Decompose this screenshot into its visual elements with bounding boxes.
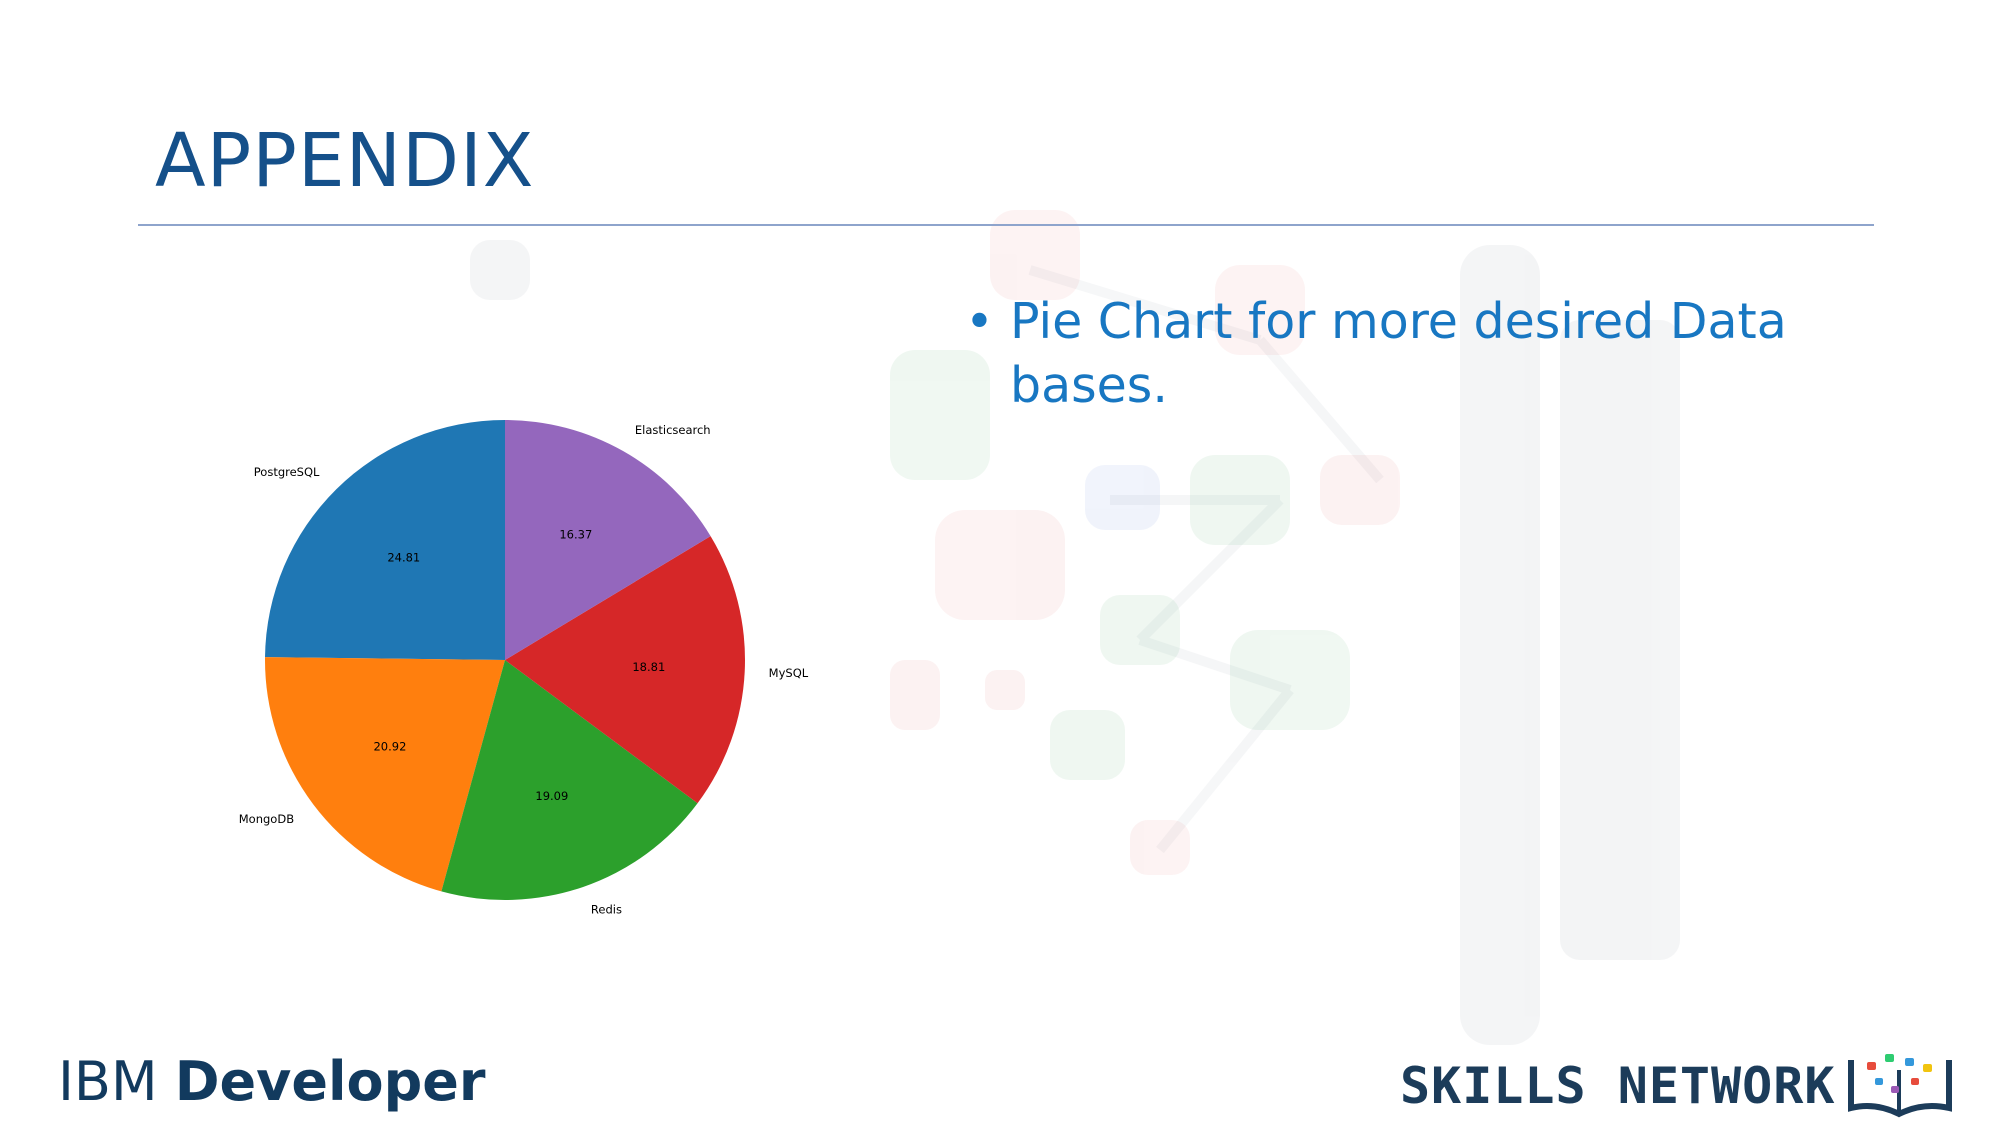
pie-value-label-elasticsearch: 16.37 [559,528,592,542]
pie-value-label-redis: 19.09 [535,789,568,803]
pie-category-label-mongodb: MongoDB [239,812,294,826]
pie-category-label-mysql: MySQL [769,666,809,680]
skills-network-logo: SKILLS NETWORK [1400,1057,1836,1115]
bullet-list: • Pie Chart for more desired Data bases. [965,290,1835,418]
pie-value-label-mysql: 18.81 [632,660,665,674]
bullet-dot-icon: • [965,293,994,350]
title-divider [138,224,1874,226]
pie-category-label-elasticsearch: Elasticsearch [635,423,711,437]
slide-title: APPENDIX [155,118,535,204]
pie-value-label-postgresql: 24.81 [387,551,420,565]
pie-slice-mysql [505,536,745,804]
ibm-logo-regular: IBM [58,1050,175,1113]
ibm-logo-bold: Developer [174,1050,486,1113]
pie-slice-redis [441,660,698,900]
pie-value-label-mongodb: 20.92 [373,740,406,754]
bullet-text: Pie Chart for more desired Data bases. [1010,293,1787,414]
pie-category-label-redis: Redis [591,903,622,917]
pie-slice-mongodb [265,657,505,892]
ibm-developer-logo: IBM Developer [58,1050,486,1113]
database-pie-chart: 24.81 PostgreSQL 20.92 MongoDB 19.09 Redis 18.… [239,420,809,917]
pie-slice-elasticsearch [505,420,711,660]
bullet-item: • Pie Chart for more desired Data bases. [965,290,1835,418]
pie-slice-postgresql [265,420,505,660]
book-network-icon [1848,1054,1952,1118]
pie-category-label-postgresql: PostgreSQL [254,465,320,479]
